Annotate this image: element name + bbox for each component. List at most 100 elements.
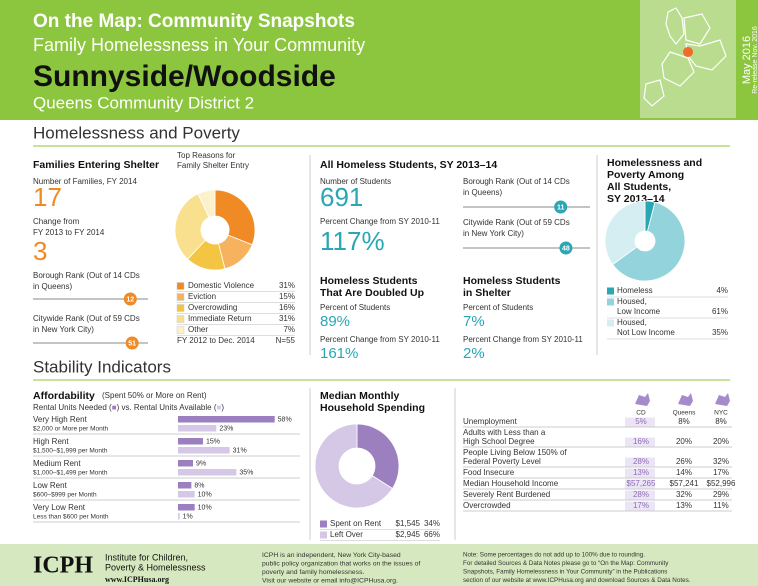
nyc-map — [643, 7, 727, 107]
bar — [178, 469, 237, 476]
column-header: CD — [636, 410, 646, 417]
column-icon — [715, 393, 730, 406]
community: Sunnyside/Woodside — [33, 60, 336, 93]
footer-band — [0, 544, 758, 586]
big-number: 117% — [320, 226, 385, 256]
pie-slice — [197, 189, 216, 218]
row-label: People Living Below 150% of — [463, 448, 567, 457]
pie-slice — [214, 189, 256, 246]
value-label: 31% — [279, 314, 295, 323]
legend-swatch — [607, 319, 614, 327]
cd-highlight — [625, 437, 655, 447]
label: FY 2012 to Dec. 2014 — [177, 336, 255, 345]
cd-highlight — [625, 457, 655, 467]
legend-swatch — [176, 293, 185, 301]
legend-swatch — [176, 315, 185, 323]
map-highlight — [683, 47, 693, 57]
bar — [178, 460, 193, 467]
bar — [178, 438, 203, 445]
legend-label: Housed, — [617, 318, 647, 327]
value-label: 7% — [283, 325, 295, 334]
map-borough — [661, 51, 695, 87]
panel-title: All Homeless Students, SY 2013–14 — [320, 159, 497, 171]
district: Queens Community District 2 — [33, 93, 254, 112]
row-label: Overcrowded — [463, 501, 511, 510]
amount: $2,945 — [396, 530, 421, 539]
pie-slice — [314, 423, 394, 509]
cell: $52,996 — [707, 479, 736, 488]
row-label: Median Household Income — [463, 479, 559, 488]
label: www.ICPHusa.org — [105, 575, 169, 584]
category-label: Low Rent — [33, 481, 68, 490]
cell: 26% — [676, 457, 692, 466]
pie-slice — [612, 201, 686, 282]
value-label: 34% — [424, 519, 440, 528]
panel-title: Household Spending — [320, 402, 425, 414]
rank-value: 11 — [557, 204, 565, 211]
label: in New York City) — [463, 229, 524, 238]
cell: 20% — [713, 437, 729, 446]
value-label: 35% — [239, 469, 253, 476]
label: For detailed Sources & Data Notes please… — [463, 560, 669, 567]
label: Citywide Rank (Out of 59 CDs — [463, 218, 570, 227]
label: (Spent 50% or More on Rent) — [102, 391, 207, 400]
rank-value: 51 — [128, 340, 136, 347]
legend-label: Eviction — [188, 292, 216, 301]
rank-marker — [125, 336, 139, 350]
label: in New York City) — [33, 325, 94, 334]
category-range: $1,500–$1,999 per Month — [33, 448, 108, 455]
label: Borough Rank (Out of 14 CDs — [33, 271, 140, 280]
category-range: $600–$999 per Month — [33, 492, 97, 499]
label: Percent Change from SY 2010-11 — [463, 335, 583, 344]
cd-highlight — [625, 501, 655, 511]
map-borough — [685, 39, 727, 71]
cell: 28% — [633, 490, 649, 499]
section-heading: Homelessness and Poverty — [33, 123, 240, 142]
category-label: Very Low Rent — [33, 503, 86, 512]
category-label: Very High Rent — [33, 415, 88, 424]
category-range: $2,000 or More per Month — [33, 426, 109, 433]
value-label: 4% — [716, 286, 728, 295]
bar — [178, 513, 180, 520]
panel-title: Median Monthly — [320, 390, 399, 402]
cell: 13% — [633, 468, 649, 477]
panel-title: Homeless Students — [463, 275, 561, 287]
label: Poverty & Homelessness — [105, 562, 206, 572]
row-label: Food Insecure — [463, 468, 515, 477]
value-label: 31% — [233, 447, 247, 454]
cell: 29% — [713, 490, 729, 499]
label: Percent of Students — [463, 303, 533, 312]
legend-swatch — [176, 326, 185, 334]
value-label: 16% — [279, 303, 295, 312]
label: Percent of Students — [320, 303, 390, 312]
panel-title: Homeless Students — [320, 275, 418, 287]
cell: 17% — [633, 501, 649, 510]
cell: 8% — [678, 417, 690, 426]
cell: 32% — [676, 490, 692, 499]
legend-text: Rental Units Needed — [33, 403, 107, 412]
cell: 8% — [715, 417, 727, 426]
cd-highlight — [625, 417, 655, 427]
cell: 28% — [633, 457, 649, 466]
label: section of our website at www.ICPHusa.or… — [463, 577, 691, 584]
cd-highlight — [625, 479, 655, 489]
panel-title: That Are Doubled Up — [320, 287, 424, 299]
legend-swatch — [320, 520, 327, 528]
legend-text: ( — [107, 403, 112, 412]
legend-text: Rental Units Available — [134, 403, 212, 412]
date: May 2016 — [741, 36, 753, 84]
pie-slice — [174, 193, 210, 260]
cell: 11% — [713, 501, 728, 510]
label: Family Shelter Entry — [177, 161, 249, 170]
legend-label: Immediate Return — [188, 314, 252, 323]
legend-swatch — [176, 304, 185, 312]
bar — [178, 491, 195, 498]
label: Borough Rank (Out of 14 CDs — [463, 177, 570, 186]
cell: 14% — [676, 468, 692, 477]
legend-label: Housed, — [617, 297, 647, 306]
label: Citywide Rank (Out of 59 CDs — [33, 314, 140, 323]
legend-swatch — [176, 282, 185, 290]
label: Change from — [33, 217, 80, 226]
value-label: 23% — [219, 425, 233, 432]
